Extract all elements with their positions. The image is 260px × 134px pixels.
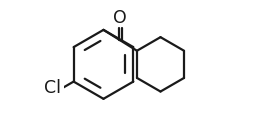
Text: O: O — [113, 9, 127, 27]
Text: Cl: Cl — [44, 79, 61, 97]
